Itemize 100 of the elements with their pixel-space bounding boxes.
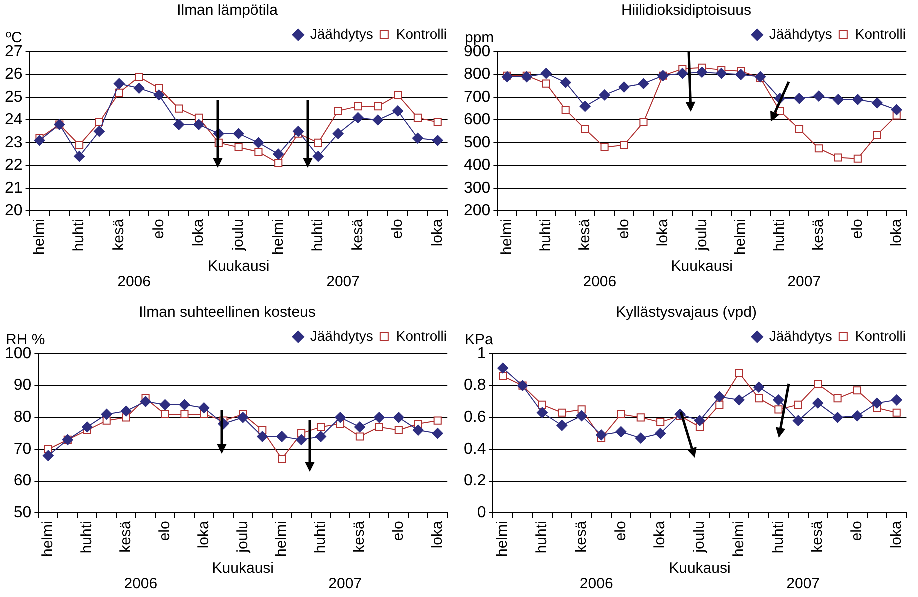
- chart-title: Hiilidioksidiptoisuus: [621, 2, 752, 20]
- point: [316, 431, 327, 442]
- y-tick-label: 20: [5, 202, 23, 220]
- point: [372, 114, 384, 126]
- point: [335, 412, 346, 424]
- y-tick-label: 0.8: [464, 377, 486, 394]
- point: [696, 66, 708, 78]
- point: [174, 119, 185, 130]
- x-tick-label: huhti: [534, 521, 551, 554]
- y-tick-label: 0: [477, 504, 486, 522]
- point: [562, 106, 570, 114]
- x-tick-label: elo: [615, 219, 632, 240]
- point: [354, 102, 362, 111]
- point: [332, 128, 344, 140]
- y-tick-label: 60: [14, 472, 32, 490]
- point: [832, 94, 844, 106]
- point: [154, 90, 165, 101]
- x-tick-label: helmi: [498, 219, 516, 256]
- point: [276, 431, 288, 442]
- point: [42, 450, 54, 462]
- y-tick-label: 700: [464, 88, 491, 106]
- x-tick-label: huhti: [78, 521, 96, 554]
- y-axis-title: ppm: [465, 30, 494, 47]
- x-tick-label: huhti: [771, 219, 788, 252]
- point: [74, 151, 86, 162]
- x-tick-label: kesä: [351, 520, 368, 553]
- point: [576, 410, 588, 422]
- y-tick-label: 21: [5, 180, 23, 197]
- y-tick-label: 0.6: [464, 409, 486, 426]
- point: [853, 386, 862, 395]
- y-tick-label: 80: [14, 409, 32, 426]
- point: [599, 90, 610, 101]
- point: [655, 428, 666, 440]
- point: [193, 119, 204, 130]
- y-tick-label: 26: [5, 66, 23, 84]
- point: [560, 77, 572, 88]
- point: [716, 400, 724, 409]
- point: [76, 141, 84, 150]
- point: [134, 82, 145, 94]
- point: [694, 415, 706, 426]
- point: [175, 104, 184, 113]
- y-tick-label: 0.2: [464, 472, 486, 490]
- x-tick-label: loka: [195, 520, 212, 549]
- point: [873, 130, 882, 140]
- x-tick-label: helmi: [40, 521, 57, 558]
- point: [620, 141, 628, 150]
- x-tick-label: huhti: [310, 219, 327, 252]
- point: [891, 104, 902, 116]
- point: [792, 415, 804, 426]
- text: 2006: [118, 274, 151, 291]
- point: [120, 406, 132, 417]
- x-tick-label: helmi: [270, 219, 287, 256]
- point: [854, 154, 862, 163]
- y-tick-label: 600: [464, 112, 491, 129]
- x-tick-label: helmi: [30, 219, 48, 256]
- point: [101, 408, 112, 420]
- x-tick-label: helmi: [730, 521, 748, 558]
- point: [677, 68, 688, 80]
- point: [316, 423, 326, 432]
- x-tick-label: loka: [429, 218, 446, 247]
- point: [852, 94, 864, 106]
- point: [274, 159, 283, 168]
- x-tick-label: kesä: [349, 218, 366, 251]
- point: [392, 106, 404, 117]
- legend-label: Kontrolli: [855, 328, 906, 344]
- x-tick-label: kesä: [810, 218, 828, 251]
- point: [656, 418, 665, 426]
- point: [82, 422, 93, 433]
- point: [581, 125, 590, 134]
- x-tick-label: joulu: [693, 219, 710, 252]
- x-tick-label: kesä: [572, 520, 590, 553]
- point: [734, 394, 745, 406]
- point: [233, 128, 244, 140]
- point: [735, 369, 744, 378]
- x-tick-label: elo: [389, 219, 406, 240]
- point: [334, 107, 342, 116]
- point: [352, 112, 364, 124]
- x-tick-label: huhti: [70, 219, 88, 252]
- x-tick-label: loka: [190, 218, 208, 247]
- point: [714, 391, 726, 402]
- point: [556, 420, 568, 432]
- point: [542, 80, 550, 88]
- point: [238, 412, 249, 424]
- point: [852, 410, 863, 422]
- point: [293, 126, 304, 138]
- x-tick-label: elo: [156, 521, 174, 542]
- text: 2006: [583, 274, 617, 291]
- y-tick-label: 800: [464, 66, 491, 84]
- point: [375, 423, 384, 432]
- x-tick-label: joulu: [230, 219, 247, 252]
- point: [312, 151, 324, 162]
- x-tick-label: huhti: [312, 521, 330, 554]
- x-axis-title: Kuukausi: [208, 258, 270, 276]
- point: [414, 114, 422, 122]
- point: [179, 399, 190, 410]
- point: [394, 91, 402, 100]
- x-tick-label: elo: [849, 219, 866, 240]
- point: [160, 399, 171, 410]
- point: [755, 72, 766, 83]
- point: [536, 407, 548, 418]
